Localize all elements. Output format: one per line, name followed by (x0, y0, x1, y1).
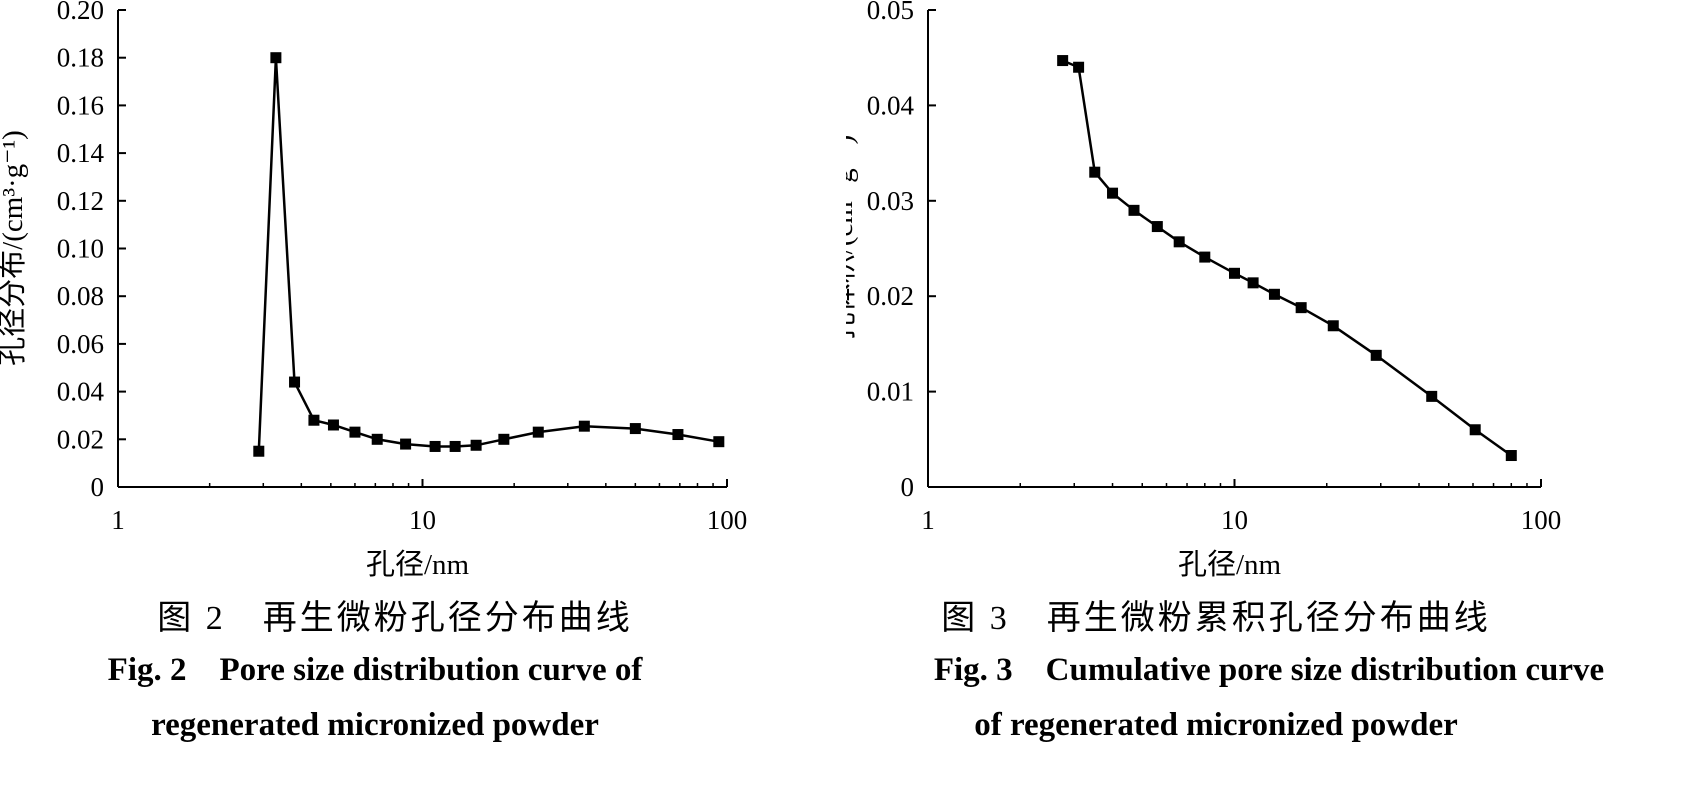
x-axis-title: 孔径/nm (1178, 548, 1282, 581)
y-tick-label: 0.04 (867, 90, 915, 120)
x-tick-label: 10 (409, 505, 436, 535)
data-point (672, 429, 684, 441)
x-tick-label: 1 (921, 505, 935, 535)
data-point (270, 52, 282, 64)
data-point (1295, 302, 1307, 314)
x-tick-label: 100 (1521, 505, 1562, 535)
y-tick-label: 0.18 (57, 43, 104, 73)
figure-2-panel: 0 0.02 0.04 0.06 0.08 0.10 0.12 0.14 0.16 0.18 0.2… (0, 0, 748, 743)
data-point (429, 440, 441, 452)
figure-2-caption-en-line1: Fig. 2 Pore size distribution curve of (107, 652, 643, 688)
data-point (371, 433, 383, 445)
y-tick-label: 0.03 (867, 186, 914, 216)
y-tick-label: 0.10 (57, 234, 104, 264)
data-point (449, 440, 461, 452)
data-point (1327, 320, 1339, 332)
y-tick-label: 0.05 (867, 0, 914, 25)
y-tick-label: 0.16 (57, 90, 104, 120)
data-point (253, 445, 265, 457)
data-point (349, 426, 361, 438)
y-tick-label: 0.02 (867, 281, 914, 311)
data-point (1370, 349, 1382, 361)
y-axis-title: 孔径分布/(cm³·g⁻¹) (0, 130, 29, 366)
x-tick-label: 10 (1221, 505, 1248, 535)
data-point (532, 426, 544, 438)
data-point (1107, 187, 1119, 199)
x-tick-label: 100 (707, 505, 748, 535)
data-point (629, 423, 641, 435)
data-point (1505, 450, 1517, 462)
data-point (1151, 221, 1163, 233)
data-point (1128, 204, 1140, 216)
y-tick-label: 0.01 (867, 377, 914, 407)
data-point (1268, 288, 1280, 300)
y-tick-label: 0 (901, 472, 915, 502)
data-point (1173, 236, 1185, 248)
y-tick-label: 0.04 (57, 377, 105, 407)
figure-2-caption-cn: 图 2 再生微粉孔径分布曲线 (157, 600, 633, 637)
y-tick-label: 0.14 (57, 138, 105, 168)
x-axis-title: 孔径/nm (366, 548, 470, 581)
data-point (327, 419, 339, 431)
data-point (498, 433, 510, 445)
y-tick-label: 0 (91, 472, 105, 502)
data-point (1247, 277, 1259, 289)
data-point (1426, 390, 1438, 402)
series-line (257, 57, 720, 452)
data-point (1199, 251, 1211, 263)
figure-2-caption-en-line2: regenerated micronized powder (151, 707, 599, 743)
y-tick-label: 0.20 (57, 0, 104, 25)
y-tick-label: 0.02 (57, 424, 104, 454)
data-point (308, 414, 320, 426)
x-tick-label: 1 (111, 505, 125, 535)
y-axis-title: 孔体积/(cm³·g⁻¹) (846, 135, 859, 342)
data-point (1073, 61, 1085, 73)
data-point (1229, 267, 1240, 279)
data-point (713, 436, 725, 448)
y-tick-label: 0.08 (57, 281, 104, 311)
figure-3-caption-cn: 图 3 再生微粉累积孔径分布曲线 (941, 600, 1491, 637)
figure-3-caption-en-line1: Fig. 3 Cumulative pore size distribution… (933, 652, 1605, 688)
data-point (400, 438, 412, 450)
data-point (289, 376, 301, 388)
pore-size-distribution-chart: 0 0.02 0.04 0.06 0.08 0.10 0.12 0.14 0.16 0.18 0.2… (0, 0, 748, 581)
figure-3-caption-en-line2: of regenerated micronized powder (974, 707, 1458, 743)
y-tick-label: 0.06 (57, 329, 104, 359)
data-point (470, 439, 482, 451)
data-point (578, 420, 590, 432)
series-line (1062, 59, 1513, 457)
cumulative-pore-volume-chart: 0 0.01 0.02 0.03 0.04 0.05 1 10 100 孔径/nm 孔体积/(cm³… (826, 0, 1562, 581)
data-point (1057, 55, 1069, 67)
figure-3-panel: 0 0.01 0.02 0.03 0.04 0.05 1 10 100 孔径/nm 孔体积/(cm³… (826, 0, 1692, 801)
y-tick-label: 0.12 (57, 186, 104, 216)
data-point (1469, 424, 1481, 436)
data-point (1089, 166, 1101, 178)
